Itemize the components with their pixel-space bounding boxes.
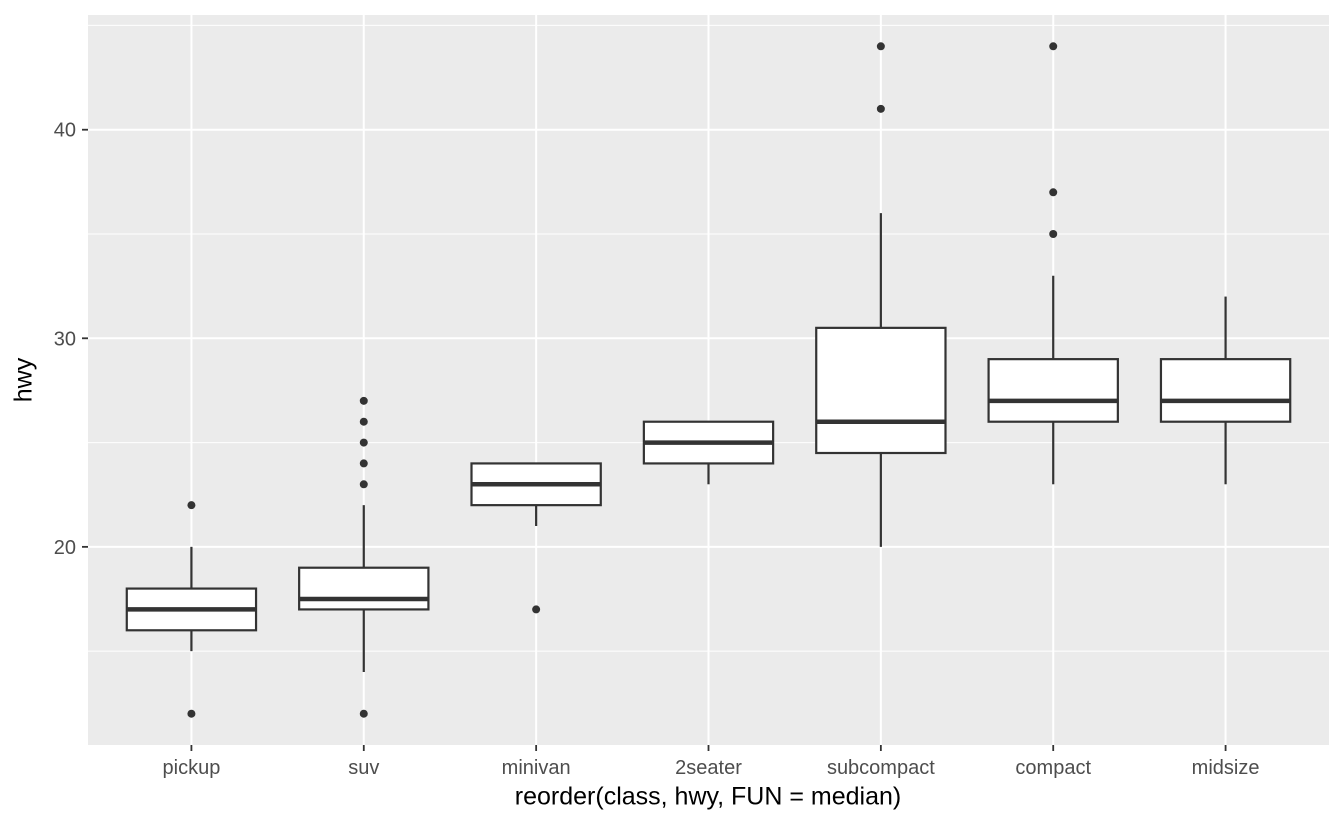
- boxplot-compact: [987, 42, 1119, 485]
- x-tick-label: minivan: [502, 757, 571, 779]
- outlier-dot: [359, 396, 368, 405]
- x-tick-label: pickup: [163, 757, 221, 779]
- y-tick-label: 30: [54, 328, 76, 350]
- outlier-dot: [359, 709, 368, 718]
- outlier-dot: [876, 42, 885, 51]
- box-rect: [1159, 358, 1292, 423]
- box-rect: [298, 566, 430, 611]
- y-tick-label: 20: [54, 537, 76, 559]
- boxplot-subcompact: [815, 42, 947, 547]
- x-tick-label: 2seater: [675, 757, 742, 779]
- x-tick-label: subcompact: [827, 757, 935, 779]
- boxplot-suv: [298, 396, 430, 718]
- y-axis-title: hwy: [9, 357, 38, 403]
- x-tick-label: suv: [348, 757, 379, 779]
- outlier-dot: [359, 480, 368, 489]
- outlier-dot: [359, 417, 368, 426]
- boxplot-2seater: [642, 420, 775, 485]
- boxplot-minivan: [470, 462, 602, 614]
- outlier-dot: [1049, 230, 1058, 238]
- outlier-dot: [1049, 188, 1058, 197]
- x-tick-label: compact: [1015, 757, 1091, 779]
- box-rect: [987, 358, 1119, 423]
- outlier-dot: [359, 459, 368, 468]
- x-axis-title: reorder(class, hwy, FUN = median): [514, 782, 902, 811]
- outlier-dot: [359, 438, 368, 447]
- y-tick-label: 40: [54, 120, 76, 142]
- boxplot-pickup: [125, 501, 258, 718]
- boxplot-midsize: [1159, 296, 1292, 485]
- outlier-dot: [187, 709, 196, 718]
- x-tick-label: midsize: [1192, 757, 1260, 779]
- outlier-dot: [187, 501, 196, 510]
- outlier-dot: [1049, 42, 1058, 51]
- outlier-dot: [532, 605, 541, 614]
- outlier-dot: [876, 104, 885, 113]
- box-rect: [815, 326, 947, 455]
